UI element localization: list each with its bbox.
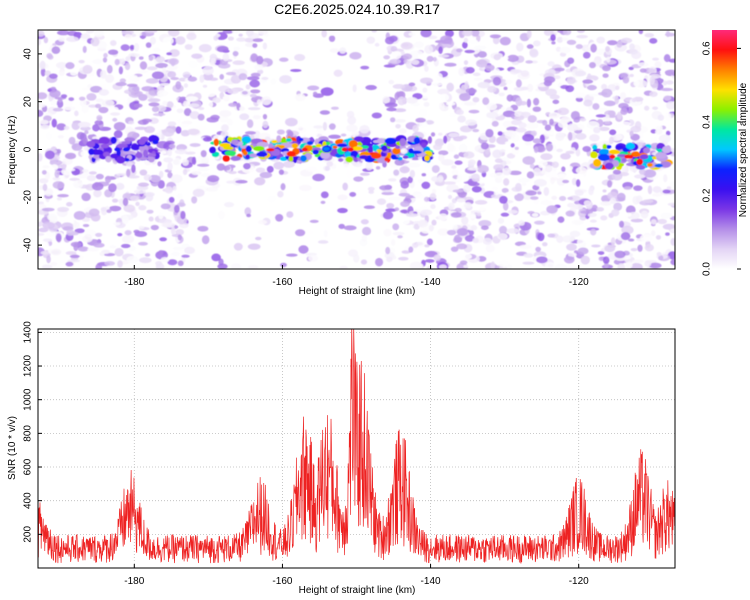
snr-y-tick-label: 800 [23, 425, 34, 442]
spectrogram-x-tick-label: -120 [569, 277, 589, 288]
snr-x-axis-label: Height of straight line (km) [299, 585, 416, 596]
snr-x-tick-label: -180 [124, 576, 144, 587]
snr-y-tick-label: 1400 [23, 321, 34, 344]
spectrogram-x-tick-label: -140 [421, 277, 441, 288]
spectrogram-y-tick-label: -20 [23, 190, 34, 205]
colorbar-ticks: 0.0 0.2 0.4 0.6 [702, 41, 741, 276]
spectrogram-x-tick-label: -180 [124, 277, 144, 288]
snr-y-tick-label: 600 [23, 458, 34, 475]
snr-y-tick-label: 400 [23, 492, 34, 509]
spectrogram-y-tick-label: -40 [23, 237, 34, 252]
spectrogram-y-axis-label: Frequency (Hz) [7, 116, 18, 185]
colorbar-tick-label: 0.2 [702, 188, 713, 202]
snr-x-ticks: -180 -160 -140 -120 [124, 564, 589, 587]
spectrogram-y-ticks: -40 -20 0 20 40 [23, 48, 42, 252]
snr-x-tick-label: -160 [272, 576, 292, 587]
snr-y-axis-label: SNR (10 * v/v) [7, 416, 18, 480]
figure-title: C2E6.2025.024.10.39.R17 [274, 1, 440, 17]
spectrogram-heatmap [38, 30, 675, 269]
spectrogram-y-tick-label: 20 [23, 96, 34, 108]
spectrogram-panel: -180 -160 -140 -120 -40 -20 0 20 40 Height of s… [7, 29, 676, 297]
snr-y-tick-label: 1000 [23, 388, 34, 411]
snr-y-tick-label: 200 [23, 526, 34, 543]
colorbar-label: Normalized spectral amplitude [738, 82, 749, 217]
snr-frame [37, 328, 676, 569]
snr-x-tick-label: -140 [421, 576, 441, 587]
spectrogram-x-tick-label: -160 [272, 277, 292, 288]
colorbar: 0.0 0.2 0.4 0.6 Normalized spectral amplitu… [702, 30, 749, 276]
colorbar-tick-label: 0.0 [702, 262, 713, 276]
spectrogram-y-tick-label: 40 [23, 48, 34, 60]
spectrogram-x-axis-label: Height of straight line (km) [299, 286, 416, 297]
colorbar-tick-label: 0.4 [702, 115, 713, 129]
snr-panel: -180 -160 -140 -120 200 400 600 800 1000 1200 140… [7, 321, 676, 596]
spectrogram-x-ticks: -180 -160 -140 -120 [124, 265, 589, 288]
spectrogram-y-tick-label: 0 [23, 146, 34, 152]
snr-y-ticks: 200 400 600 800 1000 1200 1400 [23, 321, 42, 543]
colorbar-gradient [712, 30, 737, 269]
snr-y-tick-label: 1200 [23, 354, 34, 377]
snr-series-line [38, 329, 675, 564]
colorbar-tick-label: 0.6 [702, 41, 713, 55]
snr-x-tick-label: -120 [569, 576, 589, 587]
